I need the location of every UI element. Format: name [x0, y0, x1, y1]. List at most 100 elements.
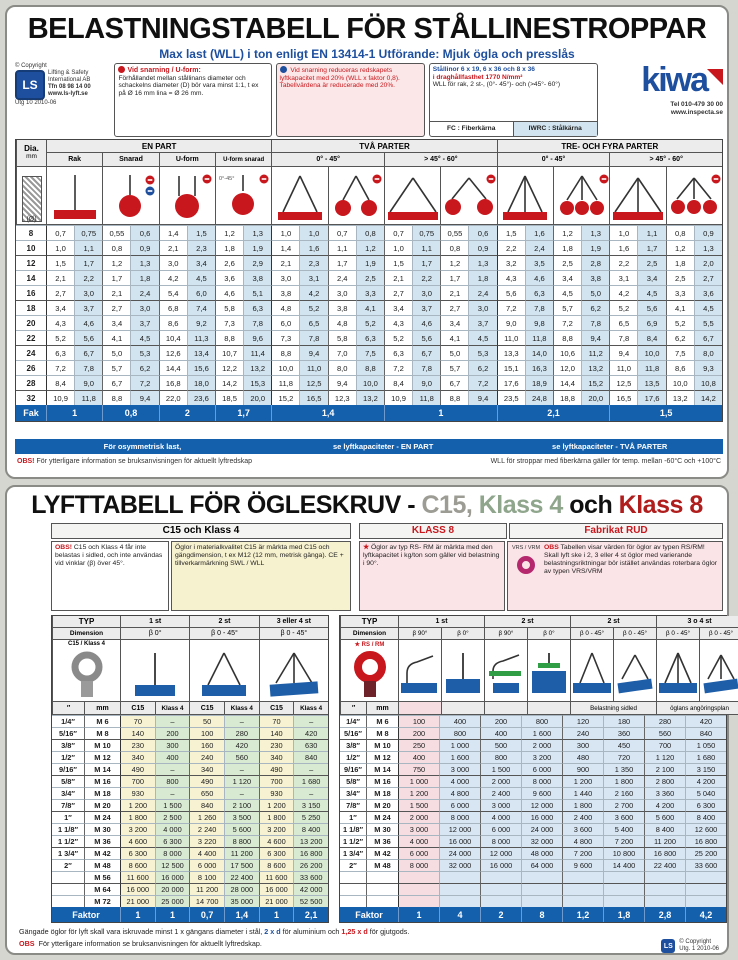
table-cell: 16 000 [154, 871, 190, 883]
table-cell: 1 000 [439, 739, 480, 751]
table-cell: 340 [120, 751, 155, 763]
table-cell: 7,3 [214, 315, 244, 330]
table-cell: 3,0 [130, 300, 159, 315]
rs-rm-note-box: ★ Öglor av typ RS- RM är märkta med den … [359, 541, 505, 611]
table-cell: 10 [16, 240, 46, 255]
table-cell: 1 200 [258, 799, 294, 811]
c15-marking-box: Öglor i materialkvalitet C15 är märkta m… [171, 541, 351, 611]
diagram-2leg-045 [271, 167, 328, 225]
table-cell: 0,8 [102, 240, 131, 255]
two-leg-wide-sling-icon [387, 177, 438, 220]
table-cell: – [224, 763, 259, 775]
table-cell: 21 000 [258, 895, 294, 907]
beta: β 90° [398, 628, 441, 640]
table-cell: 4,1 [355, 300, 384, 315]
table-cell: 0,55 [440, 225, 469, 240]
table-cell: 50 [189, 715, 224, 727]
table-cell: 10,0 [665, 375, 694, 390]
colhead-c15: C15 [258, 702, 294, 715]
table-cell: M 18 [366, 787, 398, 799]
table-cell: 0,9 [468, 240, 497, 255]
table-cell: 3,7 [412, 300, 441, 315]
table-cell: M 48 [84, 859, 120, 871]
table-cell [340, 895, 366, 907]
side-pull-beam-icon [489, 654, 521, 693]
table-cell: M 14 [84, 763, 120, 775]
klass8-section: KLASS 8 Fabrikat RUD ★ Öglor av typ RS- … [359, 523, 723, 611]
table-cell: M 48 [366, 859, 398, 871]
table-cell: 2,5 [552, 255, 582, 270]
table-cell: 1 3/4″ [52, 847, 84, 859]
table-cell: 4,1 [102, 330, 131, 345]
table-cell: 25 000 [154, 895, 190, 907]
table-cell: 230 [120, 739, 155, 751]
table-cell: 15,2 [581, 375, 610, 390]
table-cell: 1,5 [186, 225, 215, 240]
factor-value: 0,8 [102, 405, 158, 421]
table-cell: 8,0 [693, 345, 722, 360]
table-cell: 7/8″ [340, 799, 366, 811]
table-cell: 22,0 [158, 390, 187, 405]
k8-diagram-34leg [656, 640, 699, 702]
factor-value: 1 [154, 907, 190, 922]
dia-unit: (Ø) [26, 216, 37, 223]
info-box-reduction: Vid snarning reduceras redskapets lyftka… [275, 63, 425, 137]
beta: β 90° [484, 628, 527, 640]
factor-value: 2 [480, 907, 521, 922]
span-label-side: Belastning sidled [570, 702, 656, 715]
table-cell: 3,5 [524, 255, 553, 270]
table-cell: 4,5 [130, 330, 159, 345]
table-cell: 2,9 [243, 255, 272, 270]
kiwa-web: www.inspecta.se [670, 109, 723, 116]
table-cell: 7,8 [243, 315, 272, 330]
table-cell: 24 000 [521, 823, 562, 835]
eyebolt-label: C15 / Klass 4 [67, 641, 106, 647]
table-cell: 1,7 [637, 240, 666, 255]
three-leg-sling-icon [503, 175, 548, 220]
table-cell: 9,4 [130, 390, 159, 405]
table-cell: M 56 [84, 871, 120, 883]
table-cell: 16,5 [299, 390, 328, 405]
table-cell: 3,6 [693, 285, 722, 300]
c15-diagram-1st [120, 640, 190, 702]
table-cell: 2 700 [603, 799, 644, 811]
table-cell: 1,1 [327, 240, 356, 255]
table-cell: 7,2 [468, 375, 497, 390]
table-cell: 4,5 [468, 330, 497, 345]
table-cell: 800 [154, 775, 190, 787]
c15-factor-row: Faktor 1 1 0,7 1,4 1 2,1 [52, 907, 328, 922]
table-cell: 280 [644, 715, 685, 727]
table-cell: 3,6 [214, 270, 244, 285]
dia-header: Dia. mm [16, 140, 46, 167]
c15-section-header: C15 och Klass 4 [51, 523, 351, 539]
table-cell: 2,5 [665, 270, 694, 285]
table-cell: 13,2 [243, 360, 272, 375]
factor-value: 1 [46, 405, 102, 421]
table-cell: 16 800 [644, 847, 685, 859]
table-cell: 3 500 [224, 811, 259, 823]
table-cell [439, 871, 480, 883]
table-cell: 7,8 [299, 330, 328, 345]
colhead-c15: C15 [189, 702, 224, 715]
table-cell: 100 [189, 727, 224, 739]
table-cell: 6,2 [468, 360, 497, 375]
table-cell: 1,5 [46, 255, 75, 270]
factor-value: 2 [158, 405, 215, 421]
table-cell [398, 883, 439, 895]
table-cell: 3,4 [46, 300, 75, 315]
title-och: och [569, 491, 619, 519]
table-cell: 14,4 [158, 360, 187, 375]
diagram-34leg-4560 [609, 167, 666, 225]
table-cell: 5,2 [299, 300, 328, 315]
table-cell: 750 [398, 763, 439, 775]
table-cell [52, 871, 84, 883]
table-cell: 52 500 [293, 895, 328, 907]
subheader-snarad: Snarad [102, 153, 159, 167]
table-cell: 18,0 [186, 375, 215, 390]
table-cell: 20,0 [581, 390, 610, 405]
table-cell: 3/4″ [340, 787, 366, 799]
table-cell: 8 000 [521, 775, 562, 787]
red-eyebolt-icon [353, 651, 386, 697]
table-cell: 140 [120, 727, 155, 739]
note-text: för aluminium och [280, 927, 342, 936]
